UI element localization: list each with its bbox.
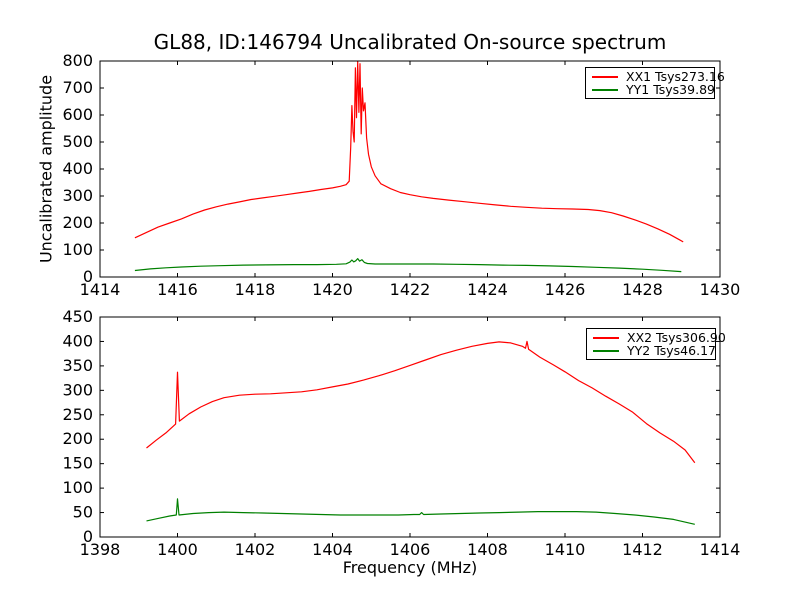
y-tick-label: 0 (83, 267, 93, 286)
y-tick-label: 400 (62, 331, 93, 350)
axes-frame (99, 60, 721, 278)
y-tick-label: 700 (62, 78, 93, 97)
x-tick-label: 1406 (390, 540, 431, 559)
legend-top: XX1 Tsys273.16 YY1 Tsys39.89 (585, 67, 725, 99)
y-axis-label: Uncalibrated amplitude (36, 74, 56, 264)
y-tick-label: 600 (62, 105, 93, 124)
y-tick-label: 150 (62, 454, 93, 473)
legend-entry-xx1: XX1 Tsys273.16 (592, 70, 725, 83)
plot-title: GL88, ID:146794 Uncalibrated On-source s… (153, 30, 667, 54)
axes-frame (99, 316, 721, 538)
x-tick-label: 1404 (312, 540, 353, 559)
series-line-yy2 (146, 498, 695, 525)
x-tick-label: 1398 (80, 540, 121, 559)
x-tick-label: 1416 (157, 280, 198, 299)
x-tick-label: 1412 (622, 540, 663, 559)
legend-label-xx1: XX1 Tsys273.16 (626, 69, 725, 84)
x-tick-label: 1420 (312, 280, 353, 299)
x-tick-label: 1414 (700, 540, 741, 559)
x-tick-label: 1430 (700, 280, 741, 299)
series-line-yy1 (134, 258, 682, 273)
x-tick-label: 1424 (467, 280, 508, 299)
x-tick-label: 1414 (80, 280, 121, 299)
legend-entry-yy2: YY2 Tsys46.17 (593, 344, 716, 357)
y-tick-label: 200 (62, 429, 93, 448)
x-tick-label: 1402 (235, 540, 276, 559)
y-tick-label: 100 (62, 478, 93, 497)
y-tick-label: 800 (62, 51, 93, 70)
y-tick-label: 500 (62, 132, 93, 151)
legend-label-yy1: YY1 Tsys39.89 (626, 82, 715, 97)
legend-line-swatch-xx2 (593, 336, 619, 339)
x-tick-label: 1422 (390, 280, 431, 299)
legend-line-swatch-yy2 (593, 349, 619, 352)
legend-line-swatch-xx1 (592, 75, 618, 78)
legend-line-swatch-yy1 (592, 88, 618, 91)
legend-entry-yy1: YY1 Tsys39.89 (592, 83, 715, 96)
x-tick-label: 1428 (622, 280, 663, 299)
x-tick-label: 1400 (157, 540, 198, 559)
legend-bottom: XX2 Tsys306.90 YY2 Tsys46.17 (586, 328, 726, 360)
y-tick-label: 300 (62, 380, 93, 399)
y-tick-label: 50 (73, 503, 93, 522)
y-tick-label: 300 (62, 186, 93, 205)
x-tick-label: 1408 (467, 540, 508, 559)
y-tick-label: 100 (62, 240, 93, 259)
legend-entry-xx2: XX2 Tsys306.90 (593, 331, 726, 344)
y-tick-label: 250 (62, 405, 93, 424)
x-axis-label: Frequency (MHz) (342, 558, 478, 577)
y-tick-label: 400 (62, 159, 93, 178)
x-tick-label: 1418 (235, 280, 276, 299)
series-line-xx2 (146, 340, 696, 464)
y-tick-label: 450 (62, 307, 93, 326)
y-tick-label: 0 (83, 527, 93, 546)
y-tick-label: 200 (62, 213, 93, 232)
legend-label-xx2: XX2 Tsys306.90 (627, 330, 726, 345)
x-tick-label: 1426 (545, 280, 586, 299)
legend-label-yy2: YY2 Tsys46.17 (627, 343, 716, 358)
series-line-xx1 (134, 61, 684, 243)
y-tick-label: 350 (62, 356, 93, 375)
x-tick-label: 1410 (545, 540, 586, 559)
